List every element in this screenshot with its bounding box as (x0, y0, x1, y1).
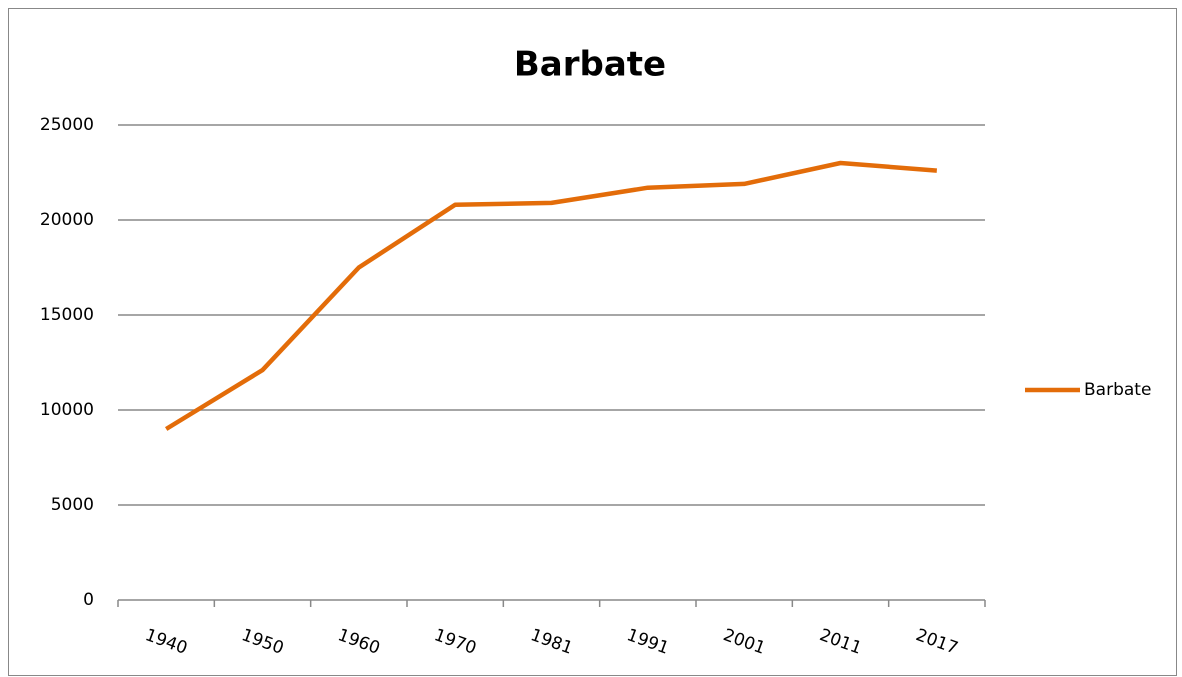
y-tick-label: 5000 (51, 495, 94, 515)
chart-title: Barbate (514, 45, 666, 85)
y-tick-label: 0 (83, 590, 94, 610)
y-tick-label: 20000 (40, 210, 94, 230)
y-tick-label: 25000 (40, 115, 94, 135)
y-tick-label: 15000 (40, 305, 94, 325)
y-tick-label: 10000 (40, 400, 94, 420)
series-line (164, 160, 938, 431)
legend-label: Barbate (1084, 380, 1151, 400)
chart-border (8, 8, 1177, 676)
